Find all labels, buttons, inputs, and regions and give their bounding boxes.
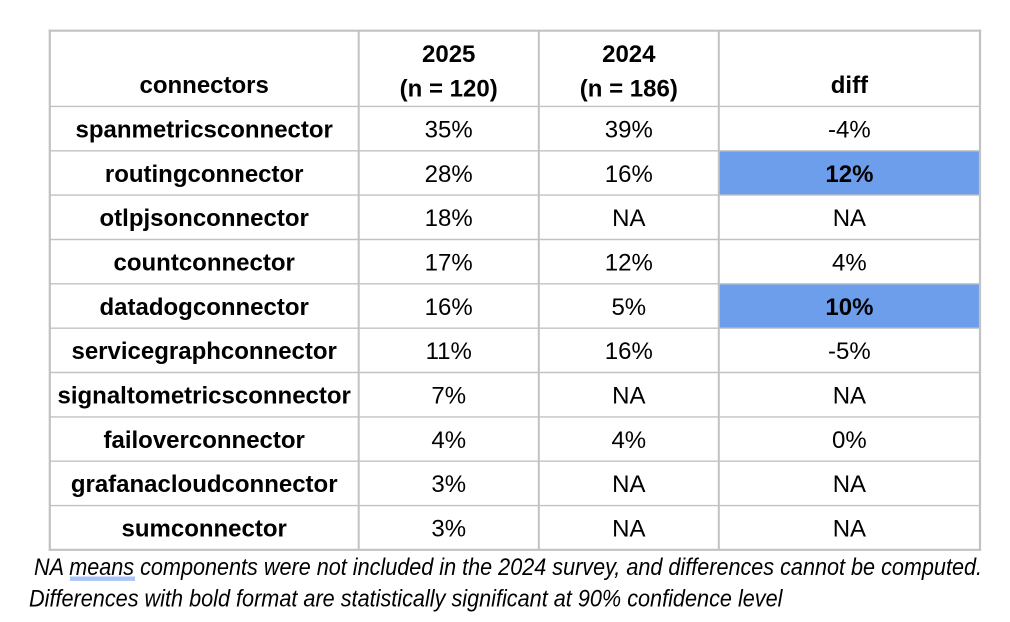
svg-text:diff: diff <box>831 72 869 99</box>
svg-text:otlpjsonconnector: otlpjsonconnector <box>100 205 309 232</box>
svg-text:spanmetricsconnector: spanmetricsconnector <box>75 116 332 143</box>
svg-text:39%: 39% <box>605 116 653 143</box>
svg-text:5%: 5% <box>611 294 646 321</box>
svg-text:NA: NA <box>833 471 866 498</box>
svg-text:routingconnector: routingconnector <box>105 161 304 188</box>
svg-text:servicegraphconnector: servicegraphconnector <box>71 338 336 365</box>
svg-text:2025: 2025 <box>422 41 475 68</box>
svg-text:connectors: connectors <box>140 72 269 99</box>
svg-text:NA: NA <box>833 205 866 232</box>
svg-text:-5%: -5% <box>828 338 871 365</box>
svg-text:12%: 12% <box>825 161 873 188</box>
svg-text:(n = 186): (n = 186) <box>580 76 678 103</box>
svg-text:NA: NA <box>833 383 866 410</box>
svg-text:10%: 10% <box>825 294 873 321</box>
svg-text:4%: 4% <box>611 427 646 454</box>
svg-text:7%: 7% <box>431 383 466 410</box>
svg-text:countconnector: countconnector <box>114 250 295 277</box>
svg-text:12%: 12% <box>605 250 653 277</box>
svg-text:17%: 17% <box>425 250 473 277</box>
svg-text:4%: 4% <box>832 250 867 277</box>
svg-text:28%: 28% <box>425 161 473 188</box>
svg-text:16%: 16% <box>605 161 653 188</box>
svg-text:NA: NA <box>612 205 645 232</box>
svg-text:NA means components were not i: NA means components were not included in… <box>34 554 982 581</box>
svg-text:NA: NA <box>612 516 645 543</box>
svg-text:18%: 18% <box>425 205 473 232</box>
svg-text:16%: 16% <box>605 338 653 365</box>
svg-text:11%: 11% <box>426 338 472 365</box>
svg-text:3%: 3% <box>431 516 466 543</box>
svg-text:(n = 120): (n = 120) <box>400 76 498 103</box>
svg-text:NA: NA <box>833 516 866 543</box>
svg-text:NA: NA <box>612 383 645 410</box>
svg-text:3%: 3% <box>431 471 466 498</box>
svg-text:sumconnector: sumconnector <box>122 516 287 543</box>
svg-text:Differences with bold format a: Differences with bold format are statist… <box>29 586 783 613</box>
svg-text:4%: 4% <box>431 427 466 454</box>
svg-text:signaltometricsconnector: signaltometricsconnector <box>57 383 350 410</box>
svg-text:0%: 0% <box>832 427 867 454</box>
svg-text:16%: 16% <box>425 294 473 321</box>
svg-text:NA: NA <box>612 471 645 498</box>
svg-text:datadogconnector: datadogconnector <box>100 294 309 321</box>
svg-text:35%: 35% <box>425 116 473 143</box>
svg-text:grafanacloudconnector: grafanacloudconnector <box>71 471 338 498</box>
svg-text:-4%: -4% <box>828 116 871 143</box>
svg-text:2024: 2024 <box>602 41 656 68</box>
svg-text:failoverconnector: failoverconnector <box>104 427 305 454</box>
